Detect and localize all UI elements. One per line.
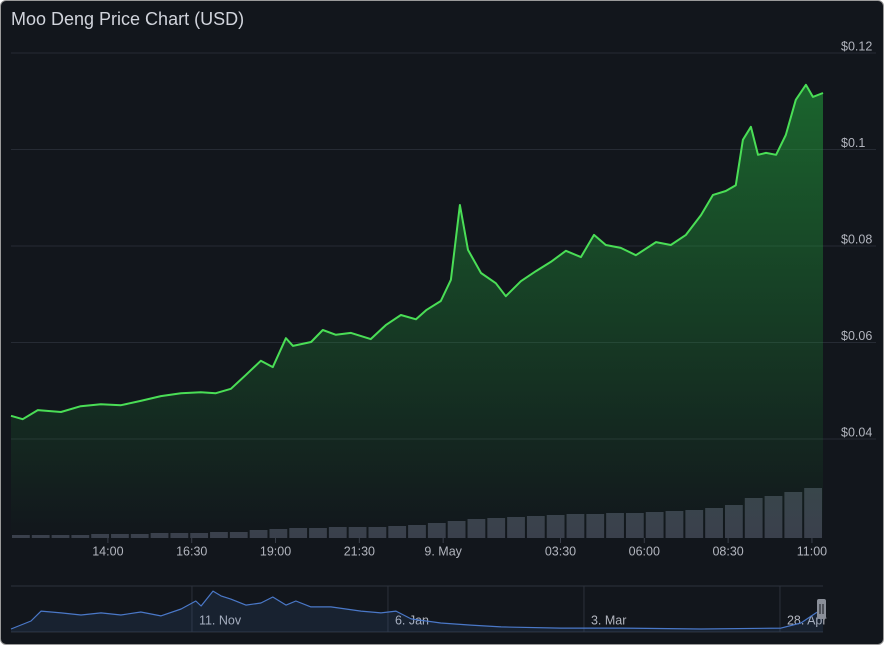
price-line — [10, 83, 824, 421]
x-tick-label: 19:00 — [260, 544, 291, 558]
x-tick-label: 11:00 — [797, 544, 827, 558]
navigator: 11. Nov 6. Jan 3. Mar 28. Apr — [10, 586, 827, 632]
x-tick-label: 16:30 — [176, 544, 207, 558]
y-tick-label: $0.1 — [841, 136, 865, 150]
y-tick-label: $0.08 — [841, 232, 872, 246]
x-tick-label: 21:30 — [344, 544, 375, 558]
main-plot: $0.12 $0.1 $0.08 $0.06 $0.04 14:00 16:30 19:00 2… — [10, 39, 876, 558]
x-tick-label: 08:30 — [712, 544, 743, 558]
x-tick-label: 9. May — [424, 544, 462, 558]
x-tick-label: 6. Jan — [395, 613, 429, 627]
price-line — [10, 590, 824, 630]
x-tick-label: 06:00 — [629, 544, 660, 558]
y-tick-label: $0.04 — [841, 425, 872, 439]
y-tick-label: $0.06 — [841, 329, 872, 343]
x-tick-label: 03:30 — [545, 544, 576, 558]
x-tick-label: 11. Nov — [199, 613, 242, 627]
navigator-handle[interactable] — [817, 599, 826, 619]
y-tick-label: $0.12 — [841, 39, 872, 53]
x-tick-label: 14:00 — [92, 544, 123, 558]
area-fill — [11, 84, 823, 539]
area-fill — [11, 591, 823, 632]
x-tick-label: 3. Mar — [591, 613, 626, 627]
chart-title: Moo Deng Price Chart (USD) — [11, 9, 244, 29]
